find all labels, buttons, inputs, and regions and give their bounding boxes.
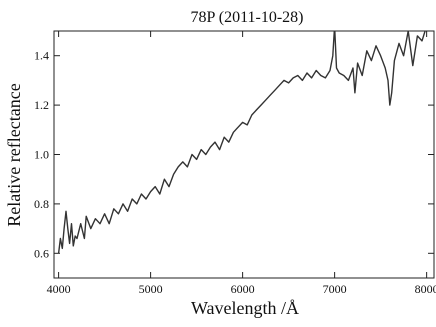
y-tick-label-2: 1.0 [34,148,49,162]
x-tick-label-4: 8000 [415,282,436,296]
y-tick-label-4: 1.4 [34,49,49,63]
x-tick-label-3: 7000 [323,282,347,296]
y-tick-label-0: 0.6 [34,246,49,260]
y-tick-label-1: 0.8 [34,197,49,211]
y-tick-label-3: 1.2 [34,98,49,112]
plot-frame [53,30,435,279]
x-tick-label-2: 6000 [231,282,255,296]
x-tick-label-1: 5000 [139,282,163,296]
plot-layer: 4000 5000 6000 7000 8000 0.6 0.8 1.0 1.2 1.4 [34,31,436,296]
x-axis-title: Wavelength /Å [191,298,299,318]
y-axis-title: Relative reflectance [4,83,24,226]
spectrum-line-0 [57,31,432,254]
x-tick-label-0: 4000 [47,282,71,296]
chart-title: 78P (2011-10-28) [190,9,303,26]
